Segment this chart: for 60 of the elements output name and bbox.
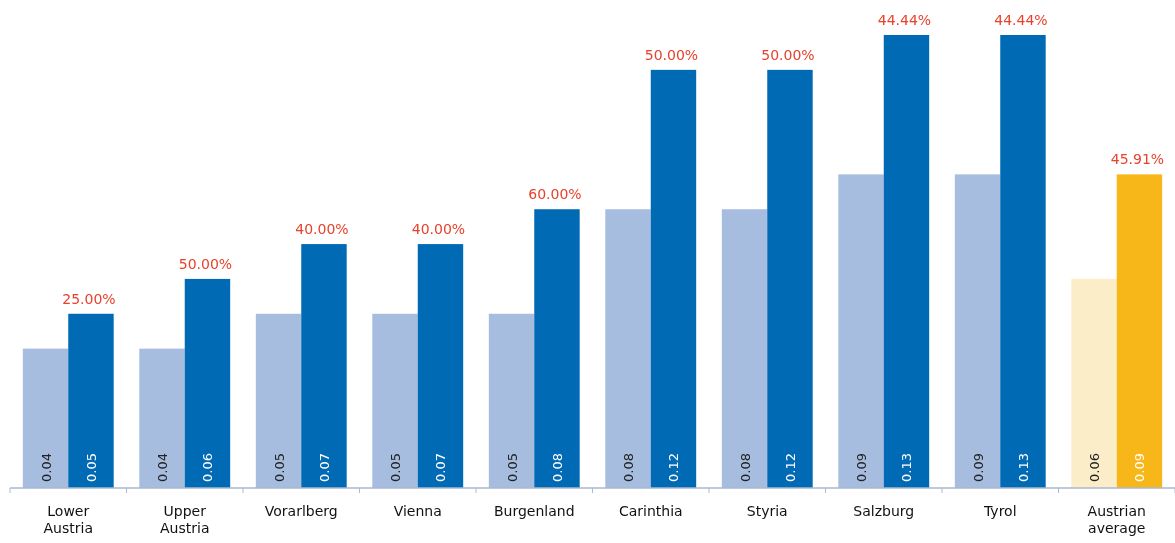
data-label: 0.09: [854, 453, 870, 482]
x-tick-label: Burgenland: [493, 503, 575, 519]
data-label: 0.07: [433, 453, 449, 482]
data-label: 0.04: [155, 453, 171, 482]
annotation: 25.00%: [62, 290, 116, 307]
bar: [954, 174, 1001, 488]
bar: [68, 313, 114, 488]
data-label: 0.07: [316, 453, 332, 482]
annotation: 45.91%: [1110, 151, 1165, 168]
bar: [139, 348, 185, 488]
bar: [1000, 35, 1046, 488]
x-tick-label: Tyrol: [982, 503, 1017, 519]
annotation: 50.00%: [761, 46, 815, 63]
bar: [1116, 174, 1163, 488]
bar: [255, 313, 302, 488]
data-label: 0.08: [737, 453, 753, 482]
bar: [721, 209, 768, 488]
x-tick-label: Vienna: [393, 503, 442, 519]
bar: [301, 244, 347, 488]
bar: [417, 244, 464, 488]
bar: [22, 348, 69, 488]
bar: [883, 35, 930, 488]
data-label: 0.04: [38, 453, 54, 482]
bar: [184, 278, 231, 488]
x-tick-label: Lower Austria: [43, 503, 93, 536]
data-label: 0.05: [388, 453, 404, 482]
x-tick-label: Styria: [746, 503, 788, 519]
bar: [534, 209, 580, 488]
data-label: 0.12: [666, 453, 682, 482]
data-label: 0.09: [1132, 453, 1148, 482]
x-tick-label: Upper Austria: [160, 503, 210, 536]
annotation: 44.44%: [877, 12, 932, 28]
annotation: 40.00%: [295, 221, 349, 238]
x-tick-label: Austrian average: [1087, 503, 1146, 536]
bar: [488, 313, 535, 488]
x-tick-label: Vorarlberg: [264, 503, 338, 519]
data-label: 0.13: [1015, 453, 1031, 482]
data-label: 0.06: [200, 453, 216, 482]
bar: [650, 69, 697, 488]
data-label: 0.05: [271, 453, 287, 482]
x-tick-label: Salzburg: [853, 503, 915, 519]
bar: [1071, 278, 1117, 488]
data-label: 0.05: [504, 453, 520, 482]
data-label: 0.08: [549, 453, 565, 482]
bar: [372, 313, 418, 488]
data-label: 0.13: [899, 453, 915, 482]
bar: [838, 174, 884, 488]
data-label: 0.12: [782, 453, 798, 482]
annotation: 60.00%: [528, 186, 582, 203]
annotation: 50.00%: [644, 46, 699, 63]
annotation: 40.00%: [411, 221, 466, 238]
data-label: 0.08: [621, 453, 637, 482]
bar: [605, 209, 651, 488]
annotation: 50.00%: [178, 255, 233, 272]
data-label: 0.09: [970, 453, 986, 482]
data-label: 0.05: [83, 453, 99, 482]
x-tick-label: Carinthia: [618, 503, 683, 519]
bar: [767, 69, 813, 488]
annotation: 44.44%: [994, 12, 1048, 28]
data-label: 0.06: [1087, 453, 1103, 482]
